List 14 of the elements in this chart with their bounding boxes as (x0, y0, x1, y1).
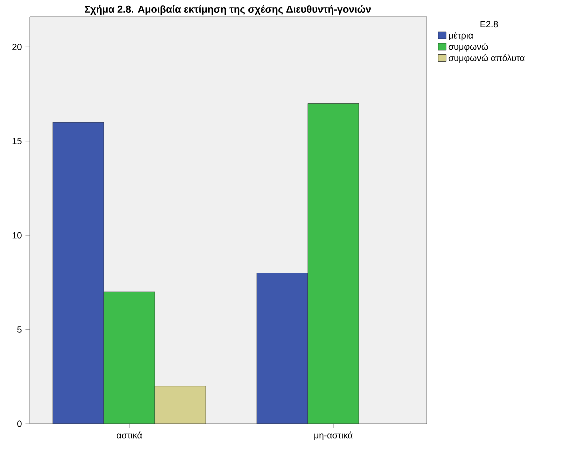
bar (52, 122, 104, 424)
x-tick-label: μη-αστικά (314, 432, 353, 440)
legend-label: συμφωνώ (448, 43, 488, 52)
chart-title: Σχήμα 2.8. Αμοιβαία εκτίμηση της σχέσης Διευθυντή-γονιών (85, 6, 371, 15)
legend-label: συμφωνώ απόλυτα (448, 54, 525, 64)
legend-title: E2.8 (480, 21, 498, 28)
y-tick-label: 5 (18, 326, 22, 333)
y-tick-label: 10 (12, 232, 22, 239)
legend-label: μέτρια (449, 32, 474, 41)
y-tick-label: 0 (18, 420, 22, 428)
bar (256, 273, 308, 424)
x-tick-label: αστικά (116, 432, 142, 439)
y-tick-label: 15 (12, 138, 22, 145)
y-tick-label: 20 (12, 44, 22, 50)
